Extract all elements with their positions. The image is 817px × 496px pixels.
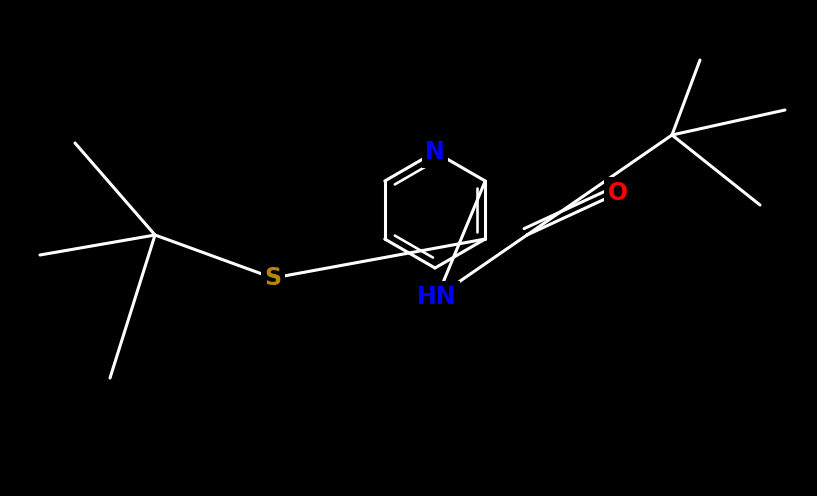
Text: HN: HN [417, 285, 457, 309]
Text: S: S [265, 266, 282, 290]
Text: O: O [608, 181, 628, 205]
Text: N: N [425, 140, 445, 164]
